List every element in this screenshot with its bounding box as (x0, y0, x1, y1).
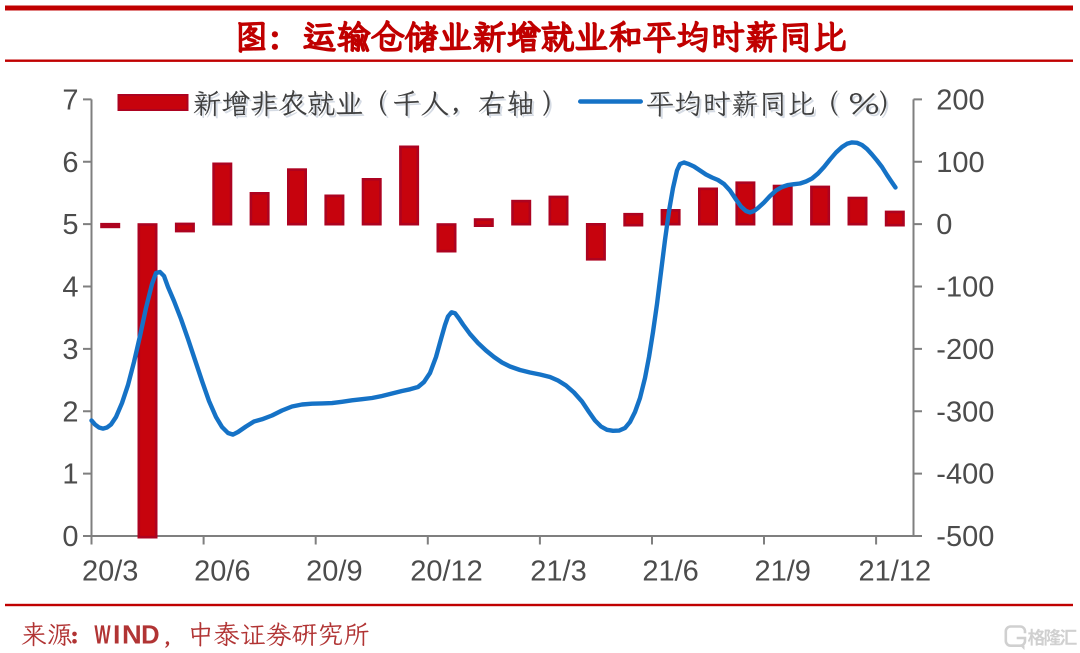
svg-text:0: 0 (62, 521, 78, 553)
svg-text:4: 4 (62, 272, 78, 304)
svg-text:200: 200 (936, 84, 984, 116)
svg-text:21/12: 21/12 (859, 555, 932, 587)
svg-text:21/6: 21/6 (642, 555, 698, 587)
svg-text:21/3: 21/3 (530, 555, 586, 587)
svg-text:-300: -300 (936, 396, 994, 428)
svg-text:5: 5 (62, 209, 78, 241)
svg-text:20/12: 20/12 (410, 555, 483, 587)
svg-text:20/6: 20/6 (194, 555, 250, 587)
svg-text:20/9: 20/9 (306, 555, 362, 587)
svg-text:-200: -200 (936, 334, 994, 366)
svg-text:21/9: 21/9 (754, 555, 810, 587)
svg-text:2: 2 (62, 396, 78, 428)
svg-text:7: 7 (62, 84, 78, 116)
svg-text:20/3: 20/3 (82, 555, 138, 587)
svg-text:-400: -400 (936, 459, 994, 491)
svg-text:100: 100 (936, 147, 984, 179)
svg-text:-100: -100 (936, 272, 994, 304)
svg-text:0: 0 (936, 209, 952, 241)
svg-text:-500: -500 (936, 521, 994, 553)
svg-text:6: 6 (62, 147, 78, 179)
svg-text:3: 3 (62, 334, 78, 366)
svg-text:1: 1 (62, 459, 78, 491)
